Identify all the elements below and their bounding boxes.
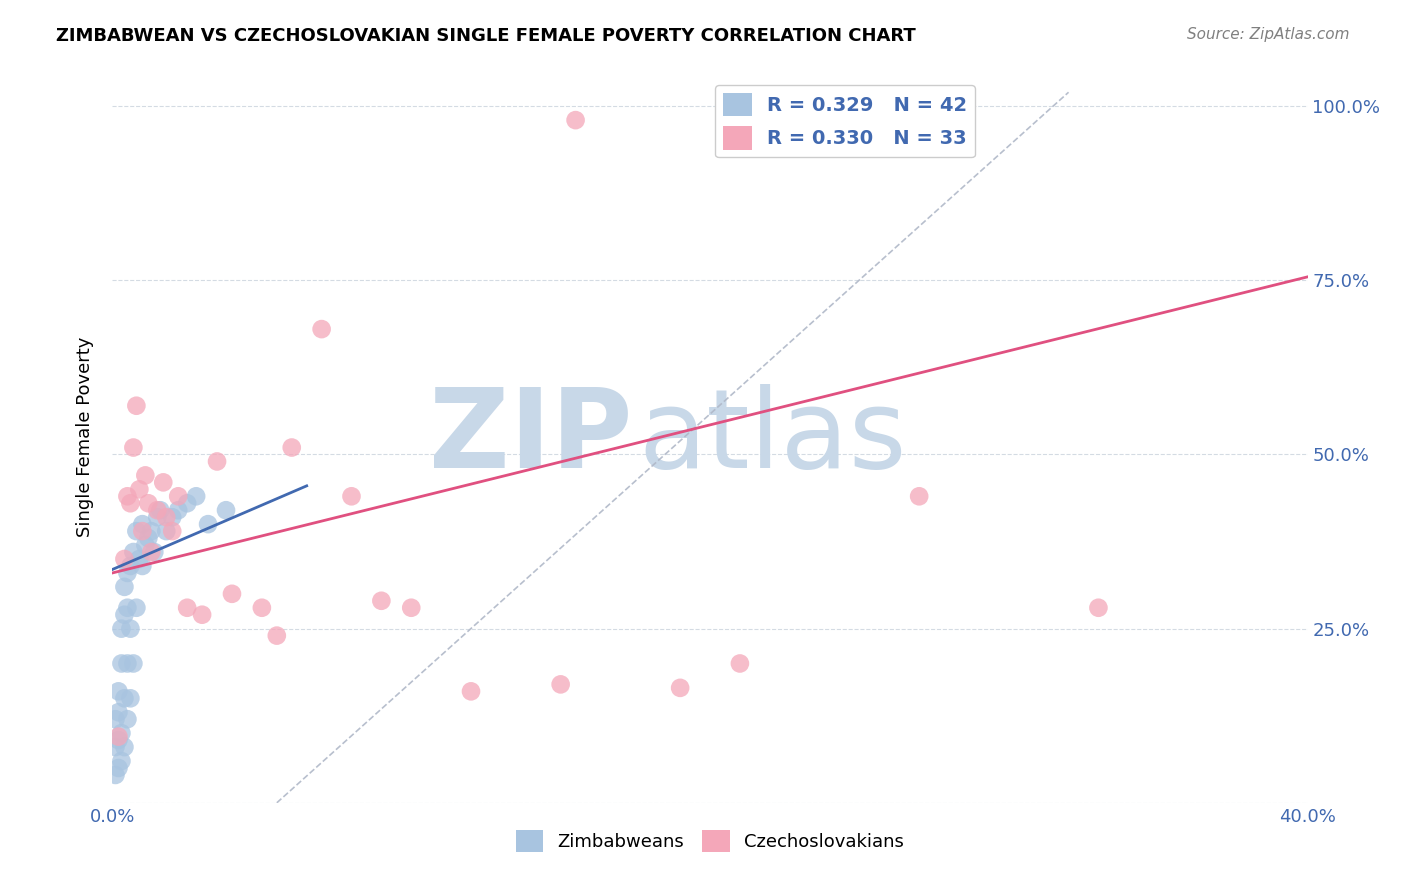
Point <box>1087 600 1109 615</box>
Point <box>197 517 219 532</box>
Text: ZIMBABWEAN VS CZECHOSLOVAKIAN SINGLE FEMALE POVERTY CORRELATION CHART: ZIMBABWEAN VS CZECHOSLOVAKIAN SINGLE FEM… <box>56 27 915 45</box>
Point <box>114 607 135 622</box>
Point <box>114 691 135 706</box>
Point <box>107 733 129 747</box>
Point <box>728 657 751 671</box>
Point <box>669 681 692 695</box>
Point <box>120 691 142 706</box>
Point <box>167 503 190 517</box>
Point <box>281 441 304 455</box>
Point <box>120 558 142 573</box>
Point <box>110 726 132 740</box>
Point <box>125 524 148 538</box>
Point <box>141 524 163 538</box>
Point <box>205 454 228 468</box>
Point <box>125 399 148 413</box>
Point <box>221 587 243 601</box>
Point <box>146 503 169 517</box>
Point <box>311 322 333 336</box>
Point <box>107 761 129 775</box>
Point <box>340 489 363 503</box>
Y-axis label: Single Female Poverty: Single Female Poverty <box>76 337 94 537</box>
Point <box>114 740 135 755</box>
Point <box>128 552 150 566</box>
Point <box>186 489 208 503</box>
Point <box>460 684 482 698</box>
Point <box>146 510 169 524</box>
Point <box>908 489 931 503</box>
Point <box>131 524 153 538</box>
Point <box>122 657 145 671</box>
Text: ZIP: ZIP <box>429 384 633 491</box>
Point <box>117 600 139 615</box>
Point <box>162 524 183 538</box>
Point <box>134 468 156 483</box>
Point <box>120 496 142 510</box>
Point <box>167 489 190 503</box>
Point <box>110 754 132 768</box>
Point <box>120 622 142 636</box>
Point <box>104 712 127 726</box>
Point <box>266 629 288 643</box>
Point <box>117 712 139 726</box>
Point <box>152 475 174 490</box>
Point <box>125 600 148 615</box>
Point <box>117 489 139 503</box>
Point <box>107 705 129 719</box>
Point <box>104 768 127 782</box>
Point <box>122 545 145 559</box>
Point <box>107 684 129 698</box>
Point <box>117 657 139 671</box>
Point <box>215 503 238 517</box>
Point <box>401 600 423 615</box>
Point <box>149 503 172 517</box>
Point <box>191 607 214 622</box>
Point <box>117 566 139 580</box>
Point <box>141 545 163 559</box>
Point <box>122 441 145 455</box>
Point <box>128 483 150 497</box>
Point <box>550 677 572 691</box>
Point <box>138 496 160 510</box>
Point <box>370 594 392 608</box>
Point <box>250 600 273 615</box>
Point <box>162 510 183 524</box>
Point <box>155 510 177 524</box>
Point <box>114 580 135 594</box>
Point <box>176 496 198 510</box>
Point <box>110 657 132 671</box>
Point <box>131 517 153 532</box>
Point <box>134 538 156 552</box>
Point <box>110 622 132 636</box>
Point <box>564 113 586 128</box>
Point <box>138 531 160 545</box>
Text: Source: ZipAtlas.com: Source: ZipAtlas.com <box>1187 27 1350 42</box>
Point <box>104 740 127 755</box>
Point <box>155 524 177 538</box>
Point <box>107 730 129 744</box>
Point <box>143 545 166 559</box>
Point <box>131 558 153 573</box>
Legend: Zimbabweans, Czechoslovakians: Zimbabweans, Czechoslovakians <box>509 823 911 860</box>
Text: atlas: atlas <box>638 384 907 491</box>
Point <box>176 600 198 615</box>
Point <box>114 552 135 566</box>
